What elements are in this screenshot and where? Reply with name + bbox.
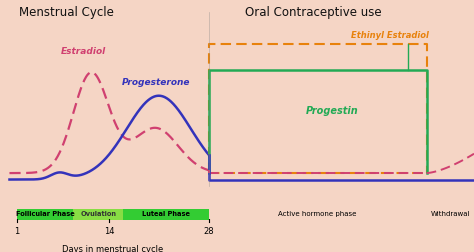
Text: Ethinyl Estradiol: Ethinyl Estradiol <box>351 31 429 40</box>
Text: Ovulation: Ovulation <box>81 211 116 217</box>
Text: Menstrual Cycle: Menstrual Cycle <box>19 6 114 19</box>
Text: Withdrawal: Withdrawal <box>430 211 470 217</box>
Bar <box>73 209 123 220</box>
Text: 14: 14 <box>104 227 114 236</box>
Text: Oral Contraceptive use: Oral Contraceptive use <box>245 6 381 19</box>
Text: Progestin: Progestin <box>305 106 358 116</box>
Text: Follicular Phase: Follicular Phase <box>16 211 74 217</box>
Text: 28: 28 <box>203 227 214 236</box>
Text: Days in menstrual cycle: Days in menstrual cycle <box>62 245 163 252</box>
Text: Estradiol: Estradiol <box>60 47 106 56</box>
Text: Progesterone: Progesterone <box>122 78 191 87</box>
Text: 1: 1 <box>14 227 19 236</box>
Text: Active hormone phase: Active hormone phase <box>278 211 357 217</box>
Text: Luteal Phase: Luteal Phase <box>142 211 190 217</box>
Bar <box>123 209 209 220</box>
Bar <box>17 209 73 220</box>
